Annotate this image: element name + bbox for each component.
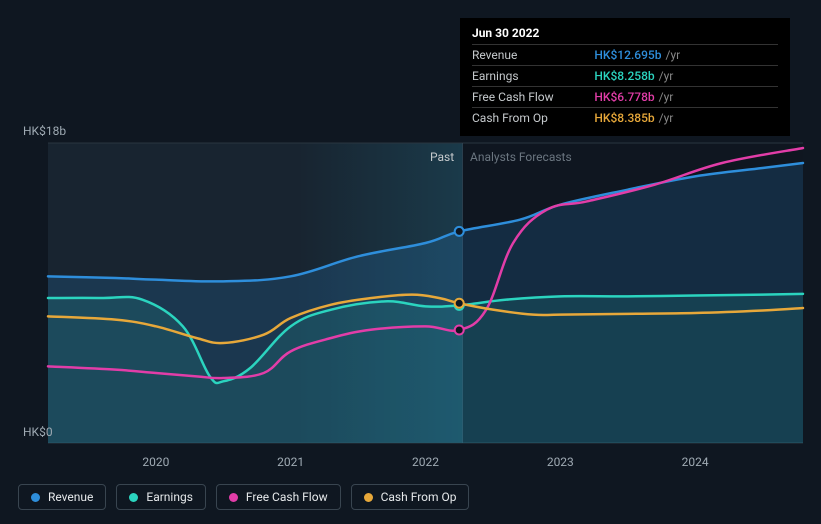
tooltip-row: Free Cash FlowHK$6.778b/yr xyxy=(472,87,778,108)
chart-legend: Revenue Earnings Free Cash Flow Cash From O… xyxy=(18,484,469,510)
tooltip-row-label: Cash From Op xyxy=(472,108,594,129)
legend-item[interactable]: Revenue xyxy=(18,484,106,510)
y-tick-label-bottom: HK$0 xyxy=(23,425,53,439)
tooltip-date: Jun 30 2022 xyxy=(472,26,778,44)
tooltip-row-value: HK$8.385b/yr xyxy=(594,108,778,129)
legend-swatch-icon xyxy=(364,493,373,502)
tooltip-row-value: HK$6.778b/yr xyxy=(594,87,778,108)
label-past: Past xyxy=(430,150,454,164)
x-tick-label: 2024 xyxy=(682,455,709,469)
chart-tooltip: Jun 30 2022 RevenueHK$12.695b/yrEarnings… xyxy=(460,18,790,136)
tooltip-row-label: Earnings xyxy=(472,66,594,87)
tooltip-row: RevenueHK$12.695b/yr xyxy=(472,45,778,66)
legend-swatch-icon xyxy=(31,493,40,502)
y-tick-label-top: HK$18b xyxy=(23,124,66,138)
x-tick-label: 2023 xyxy=(547,455,574,469)
legend-label: Free Cash Flow xyxy=(246,490,328,504)
label-forecast: Analysts Forecasts xyxy=(470,150,572,164)
tooltip-row-value: HK$12.695b/yr xyxy=(594,45,778,66)
legend-label: Revenue xyxy=(48,490,93,504)
legend-swatch-icon xyxy=(229,493,238,502)
legend-item[interactable]: Cash From Op xyxy=(351,484,470,510)
legend-label: Earnings xyxy=(146,490,193,504)
x-tick-label: 2021 xyxy=(277,455,304,469)
legend-swatch-icon xyxy=(129,493,138,502)
legend-item[interactable]: Earnings xyxy=(116,484,206,510)
x-tick-label: 2020 xyxy=(142,455,169,469)
tooltip-row-value: HK$8.258b/yr xyxy=(594,66,778,87)
financials-chart: HK$18b HK$0 Past Analysts Forecasts 2020… xyxy=(0,0,821,524)
legend-label: Cash From Op xyxy=(381,490,457,504)
x-tick-label: 2022 xyxy=(412,455,439,469)
tooltip-row: EarningsHK$8.258b/yr xyxy=(472,66,778,87)
tooltip-row-label: Free Cash Flow xyxy=(472,87,594,108)
tooltip-row: Cash From OpHK$8.385b/yr xyxy=(472,108,778,129)
tooltip-row-label: Revenue xyxy=(472,45,594,66)
legend-item[interactable]: Free Cash Flow xyxy=(216,484,341,510)
